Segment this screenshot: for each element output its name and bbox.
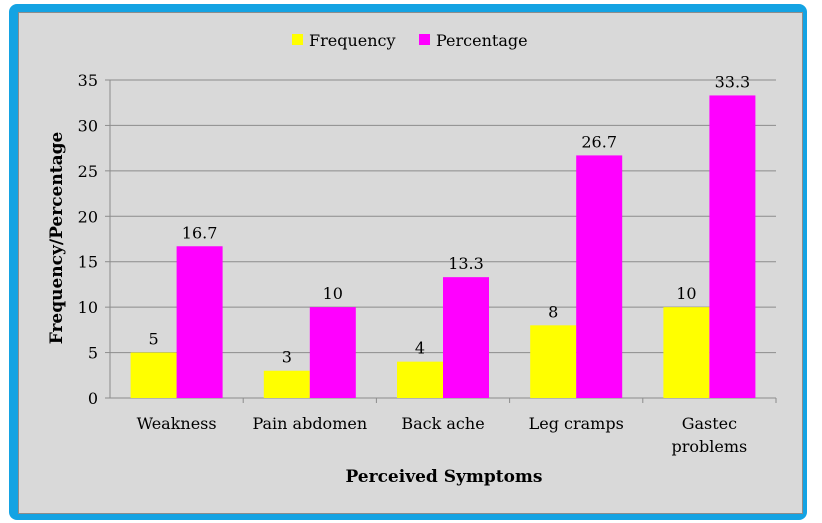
y-tick-label: 10 xyxy=(78,298,98,317)
y-tick-label: 5 xyxy=(88,344,98,363)
data-label: 10 xyxy=(323,284,343,303)
data-labels: 5 16.7 3 10 4 13.3 8 26.7 10 33.3 xyxy=(149,72,751,366)
x-tick-label-line: Gastec xyxy=(682,414,737,433)
data-label: 13.3 xyxy=(448,254,484,273)
bar-frequency xyxy=(130,352,177,398)
x-tick-label: Pain abdomen xyxy=(252,414,367,433)
data-label: 33.3 xyxy=(715,72,751,91)
y-tick-label: 30 xyxy=(78,116,98,135)
legend-swatch-frequency xyxy=(292,34,303,45)
bar-frequency xyxy=(263,370,310,398)
x-axis-title: Perceived Symptoms xyxy=(345,467,542,487)
bar-percentage xyxy=(709,95,756,399)
x-tick-label-line: Leg cramps xyxy=(529,414,624,433)
data-label: 5 xyxy=(149,330,159,349)
x-tick-label: Back ache xyxy=(401,414,484,433)
legend-label-frequency: Frequency xyxy=(309,31,396,50)
y-tick-label: 25 xyxy=(78,162,98,181)
x-tick-label: Gastec problems xyxy=(672,414,748,456)
y-tick-label: 20 xyxy=(78,207,98,226)
x-tick-label-line: problems xyxy=(672,437,748,456)
x-tick-label-line: Weakness xyxy=(137,414,217,433)
x-tick-label: Leg cramps xyxy=(529,414,624,433)
bar-frequency xyxy=(663,307,710,398)
data-label: 26.7 xyxy=(581,132,617,151)
bar-frequency xyxy=(530,325,577,398)
legend: Frequency Percentage xyxy=(292,31,528,50)
y-axis-title: Frequency/Percentage xyxy=(47,132,67,345)
data-label: 3 xyxy=(282,348,292,367)
x-tick-label-line: Pain abdomen xyxy=(252,414,367,433)
bar-percentage xyxy=(309,307,356,398)
x-tick-label-line: Back ache xyxy=(401,414,484,433)
data-label: 8 xyxy=(548,302,558,321)
x-tick-label: Weakness xyxy=(137,414,217,433)
bar-frequency xyxy=(397,361,443,398)
bar-percentage xyxy=(176,246,223,398)
data-label: 10 xyxy=(676,284,696,303)
bar-percentage xyxy=(443,277,489,398)
data-label: 4 xyxy=(415,339,425,358)
bars xyxy=(130,95,756,399)
y-tick-label: 15 xyxy=(78,253,98,272)
data-label: 16.7 xyxy=(182,223,218,242)
y-tick-label: 35 xyxy=(78,71,98,90)
legend-label-percentage: Percentage xyxy=(436,31,528,50)
bar-percentage xyxy=(576,155,623,398)
legend-swatch-percentage xyxy=(419,34,430,45)
chart-background xyxy=(18,12,803,514)
y-tick-label: 0 xyxy=(88,389,98,408)
